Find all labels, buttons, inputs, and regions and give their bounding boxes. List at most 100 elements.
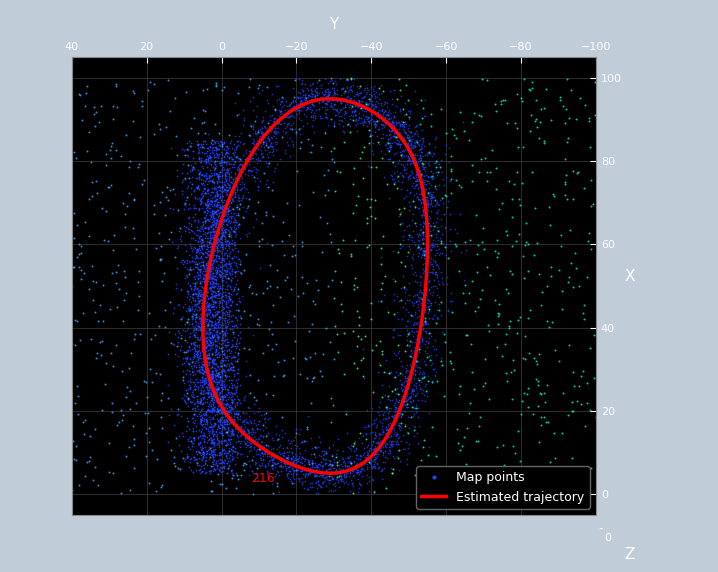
Point [266,479,278,488]
Point [408,129,419,138]
Point [368,104,379,113]
Point [251,424,263,434]
Point [315,471,327,480]
Point [246,153,258,162]
Point [365,90,376,100]
Point [302,456,314,465]
Point [205,293,216,303]
Point [227,174,238,184]
Point [267,116,279,125]
Point [343,462,355,471]
Point [380,415,391,424]
Point [376,116,388,125]
Point [341,75,353,84]
Point [368,433,380,442]
Point [538,389,550,398]
Point [180,200,191,209]
Point [215,167,226,176]
Point [192,321,204,331]
Point [386,440,398,449]
Point [190,251,202,260]
Point [281,119,293,128]
Point [75,242,86,251]
Point [322,92,334,101]
Point [422,222,434,231]
Point [226,398,238,407]
Point [209,337,220,346]
Point [218,420,229,429]
Point [409,86,420,96]
Point [219,137,230,146]
Point [398,152,410,161]
Point [185,345,196,354]
Point [349,98,360,108]
Point [205,342,217,351]
Point [142,408,154,417]
Point [211,214,223,224]
Point [307,115,319,124]
Point [221,454,233,463]
Point [401,143,412,152]
Point [402,133,414,142]
Point [220,323,231,332]
Point [364,455,376,464]
Point [198,423,210,432]
Point [190,333,201,342]
Point [211,379,223,388]
Point [306,97,317,106]
Point [195,442,206,451]
Point [297,467,308,476]
Point [241,155,252,164]
Point [214,243,225,252]
Point [411,180,423,189]
Point [204,151,215,160]
Point [266,451,277,460]
Point [192,440,203,450]
Point [351,469,363,478]
Point [252,126,264,135]
Point [243,194,255,204]
Point [412,194,424,203]
Point [203,323,215,332]
Point [294,89,306,98]
Point [419,179,430,188]
Point [416,244,427,253]
Point [372,449,383,458]
Point [417,162,429,171]
Point [186,257,197,266]
Point [190,448,202,457]
Point [510,236,521,245]
Point [225,467,237,476]
Point [187,405,198,414]
Point [386,439,397,448]
Point [396,146,408,156]
Point [320,447,332,456]
Point [228,181,239,190]
Point [252,423,264,432]
Point [185,390,197,399]
Point [215,261,226,271]
Point [206,220,218,229]
Point [203,325,215,334]
Point [223,392,235,401]
Point [420,220,432,229]
Point [420,336,432,345]
Point [394,219,406,228]
Point [189,330,200,339]
Point [299,455,311,464]
Point [243,434,255,443]
Point [223,400,234,409]
Point [327,460,338,469]
Point [243,411,255,420]
Point [237,450,248,459]
Point [393,422,405,431]
Point [577,367,588,376]
Point [418,181,429,190]
Point [210,137,221,146]
Point [292,463,304,472]
Point [226,274,238,283]
Point [206,338,218,347]
Point [212,190,223,200]
Point [199,233,210,243]
Point [372,444,383,454]
